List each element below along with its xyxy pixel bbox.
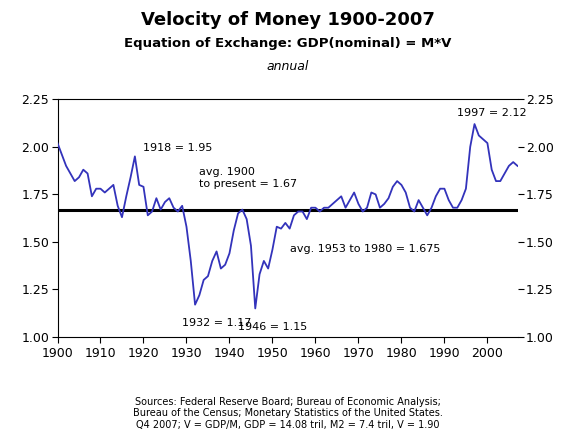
Text: 1997 = 2.12: 1997 = 2.12 bbox=[457, 108, 527, 118]
Text: avg. 1900
to present = 1.67: avg. 1900 to present = 1.67 bbox=[200, 167, 297, 189]
Text: 1946 = 1.15: 1946 = 1.15 bbox=[238, 322, 307, 332]
Text: Velocity of Money 1900-2007: Velocity of Money 1900-2007 bbox=[140, 11, 435, 29]
Text: annual: annual bbox=[266, 60, 309, 73]
Text: avg. 1953 to 1980 = 1.675: avg. 1953 to 1980 = 1.675 bbox=[290, 244, 440, 254]
Text: Sources: Federal Reserve Board; Bureau of Economic Analysis;
Bureau of the Censu: Sources: Federal Reserve Board; Bureau o… bbox=[133, 397, 442, 430]
Text: 1918 = 1.95: 1918 = 1.95 bbox=[144, 143, 213, 152]
Text: 1932 = 1.17: 1932 = 1.17 bbox=[182, 318, 251, 328]
Text: Equation of Exchange: GDP(nominal) = M*V: Equation of Exchange: GDP(nominal) = M*V bbox=[124, 37, 451, 50]
